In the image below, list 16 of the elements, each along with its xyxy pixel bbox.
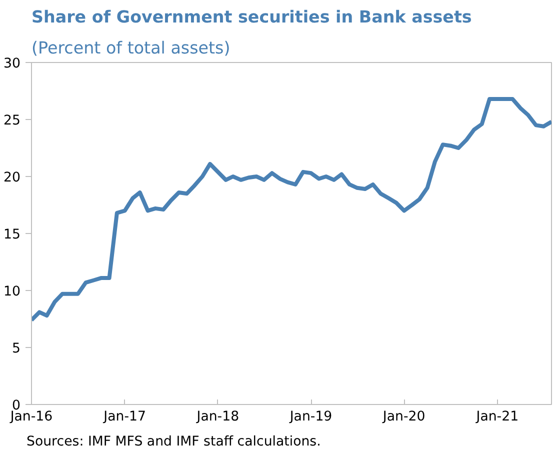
line-series [32, 96, 552, 322]
y-tick-label: 15 [4, 228, 21, 242]
y-tick-label: 25 [4, 114, 21, 128]
y-tick-label: 30 [4, 56, 21, 72]
source-note: Sources: IMF MFS and IMF staff calculations. [26, 434, 321, 450]
chart-subtitle: (Percent of total assets) [32, 38, 230, 58]
x-tick-label: Jan-21 [475, 410, 519, 424]
y-tick-label: 5 [12, 342, 21, 356]
chart-title: Share of Government securities in Bank assets [32, 8, 472, 26]
x-tick-label: Jan-19 [288, 410, 332, 424]
y-tick-label: 20 [4, 170, 21, 186]
x-tick-label: Jan-16 [9, 410, 53, 424]
y-tick-label: 10 [4, 284, 21, 300]
x-tick-label: Jan-18 [196, 410, 240, 424]
x-tick-label: Jan-17 [102, 410, 146, 424]
x-tick-label: Jan-20 [382, 410, 426, 424]
